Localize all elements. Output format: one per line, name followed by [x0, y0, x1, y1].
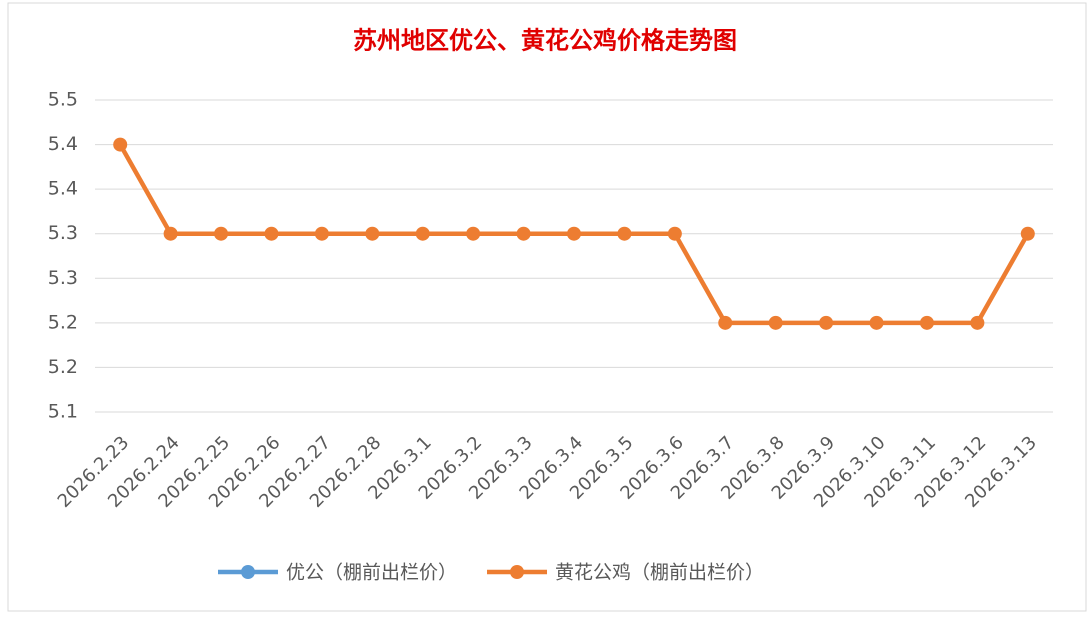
legend-label: 黄花公鸡（棚前出栏价） — [555, 562, 764, 584]
data-point — [415, 226, 430, 241]
data-point — [365, 226, 380, 241]
data-point — [466, 226, 481, 241]
y-tick-label: 5.2 — [48, 356, 78, 378]
legend-marker — [510, 565, 525, 579]
data-point — [970, 315, 985, 330]
data-point — [919, 315, 934, 330]
data-point — [113, 137, 128, 152]
y-tick-label: 5.3 — [48, 267, 78, 289]
y-tick-label: 5.1 — [48, 401, 78, 423]
data-point — [264, 226, 279, 241]
data-point — [617, 226, 632, 241]
y-tick-label: 5.4 — [48, 133, 78, 155]
y-tick-label: 5.2 — [48, 311, 78, 333]
data-point — [718, 315, 733, 330]
legend-label: 优公（棚前出栏价） — [286, 562, 457, 584]
data-point — [567, 226, 581, 241]
y-tick-label: 5.5 — [48, 89, 78, 111]
chart-title: 苏州地区优公、黄花公鸡价格走势图 — [353, 26, 737, 55]
data-point — [314, 226, 329, 241]
data-point — [819, 315, 834, 330]
data-point — [214, 226, 229, 241]
data-point — [667, 226, 682, 241]
data-point — [1020, 226, 1035, 241]
data-point — [516, 226, 531, 241]
legend-marker — [241, 565, 255, 579]
chart-border — [7, 2, 1087, 612]
data-point — [163, 226, 178, 241]
data-point — [768, 315, 783, 330]
y-tick-label: 5.4 — [48, 178, 78, 200]
data-point — [869, 315, 884, 330]
y-tick-label: 5.3 — [48, 222, 78, 244]
